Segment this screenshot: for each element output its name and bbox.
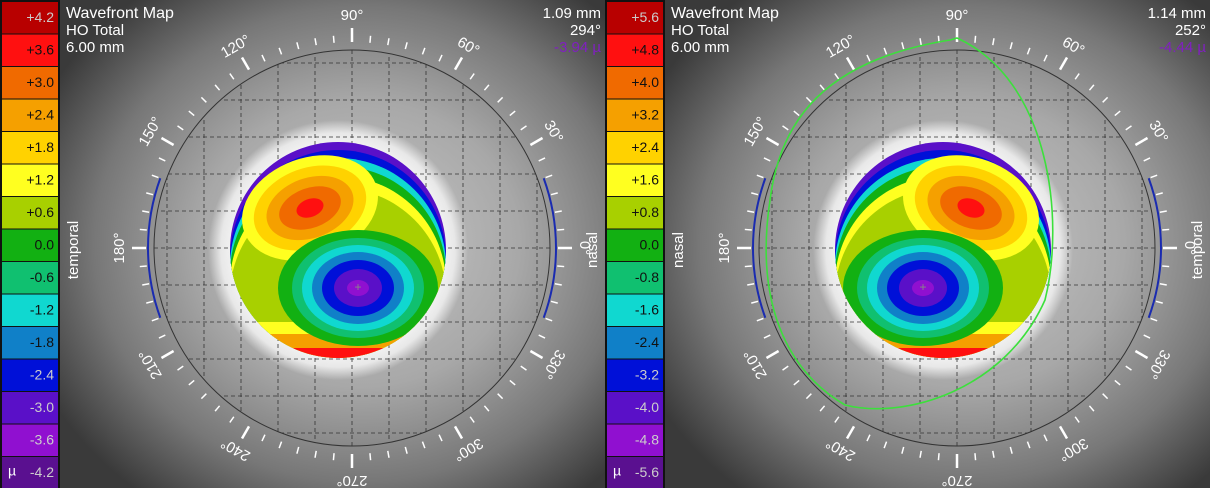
readout: 1.14 mm — [1148, 5, 1206, 22]
legend-label: +4.0 — [631, 74, 659, 90]
readout: 294° — [570, 22, 601, 39]
readout: -4.44 µ — [1159, 39, 1206, 56]
map-diameter: 6.00 mm — [66, 39, 124, 56]
readout: 1.09 mm — [543, 5, 601, 22]
map-subtitle: HO Total — [66, 22, 124, 39]
angle-tick — [745, 229, 752, 230]
angle-label: 90° — [946, 7, 969, 24]
angle-tick — [333, 453, 334, 460]
map-diameter: 6.00 mm — [671, 39, 729, 56]
angle-label: 270° — [941, 472, 972, 488]
side-label: nasal — [670, 232, 687, 268]
angle-tick — [370, 36, 371, 43]
legend-label: -3.6 — [30, 431, 54, 447]
legend-label: +3.0 — [26, 74, 54, 90]
angle-label: 180° — [111, 232, 128, 263]
legend-label: +0.6 — [26, 204, 54, 220]
legend-label: +3.2 — [631, 106, 659, 122]
legend-label: +2.4 — [631, 139, 659, 155]
map-subtitle: HO Total — [671, 22, 729, 39]
legend-unit: µ — [613, 463, 621, 479]
side-label: nasal — [584, 232, 601, 268]
legend-label: 0.0 — [640, 236, 660, 252]
wavefront-panel: +5.6 +4.8 +4.0 +3.2 +2.4 +1.6 +0.8 0.0 -0.8 -1.6 -… — [605, 0, 1210, 488]
side-label: temporal — [1189, 221, 1206, 279]
legend-label: -0.6 — [30, 269, 54, 285]
legend-label: +3.6 — [26, 41, 54, 57]
legend-label: +1.8 — [26, 139, 54, 155]
legend-label: -1.2 — [30, 301, 54, 317]
angle-tick — [975, 36, 976, 43]
legend-label: -4.8 — [635, 431, 659, 447]
side-label: temporal — [65, 221, 82, 279]
legend-label: +4.8 — [631, 41, 659, 57]
wavefront-panel: +4.2 +3.6 +3.0 +2.4 +1.8 +1.2 +0.6 0.0 -0.6 -1.2 -… — [0, 0, 605, 488]
angle-tick — [1162, 229, 1169, 230]
legend-label: +2.4 — [26, 106, 54, 122]
angle-tick — [1162, 266, 1169, 267]
map-title: Wavefront Map — [66, 5, 174, 22]
angle-tick — [938, 453, 939, 460]
angle-label: 270° — [336, 472, 367, 488]
legend-label: +1.2 — [26, 171, 54, 187]
legend-label: +4.2 — [26, 9, 54, 25]
legend-label: +0.8 — [631, 204, 659, 220]
readout: 252° — [1175, 22, 1206, 39]
angle-tick — [975, 453, 976, 460]
angle-tick — [370, 453, 371, 460]
center-marker: + — [354, 280, 361, 294]
angle-label: 180° — [716, 232, 733, 263]
angle-tick — [745, 266, 752, 267]
legend-label: -1.6 — [635, 301, 659, 317]
legend-label: 0.0 — [35, 236, 55, 252]
angle-tick — [557, 266, 564, 267]
legend-label: -5.6 — [635, 464, 659, 480]
angle-label: 90° — [341, 7, 364, 24]
legend-label: -3.2 — [635, 366, 659, 382]
legend-label: +5.6 — [631, 9, 659, 25]
angle-tick — [140, 229, 147, 230]
map-title: Wavefront Map — [671, 5, 779, 22]
readout: -3.94 µ — [554, 39, 601, 56]
center-marker: + — [919, 280, 926, 294]
legend-label: -0.8 — [635, 269, 659, 285]
legend-label: -2.4 — [635, 334, 659, 350]
angle-tick — [140, 266, 147, 267]
angle-tick — [557, 229, 564, 230]
legend-label: -4.0 — [635, 399, 659, 415]
screen: +4.2 +3.6 +3.0 +2.4 +1.8 +1.2 +0.6 0.0 -0.6 -1.2 -… — [0, 0, 1210, 488]
angle-tick — [333, 36, 334, 43]
legend-label: +1.6 — [631, 171, 659, 187]
legend-label: -1.8 — [30, 334, 54, 350]
legend-label: -4.2 — [30, 464, 54, 480]
legend-label: -2.4 — [30, 366, 54, 382]
legend-label: -3.0 — [30, 399, 54, 415]
legend-unit: µ — [8, 463, 16, 479]
